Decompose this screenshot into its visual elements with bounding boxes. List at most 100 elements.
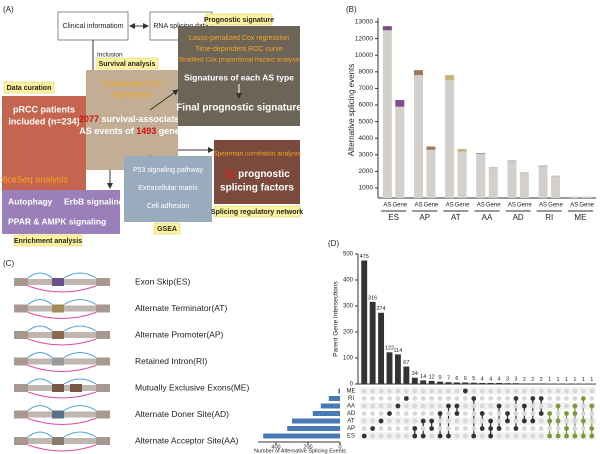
matrix-dot [378, 403, 384, 409]
matrix-dot [555, 433, 561, 439]
matrix-dot [530, 403, 536, 409]
matrix-dot [403, 418, 409, 424]
matrix-dot [589, 388, 595, 394]
set-bar [263, 433, 340, 439]
bar-value-label: 1 [582, 377, 585, 383]
tag-text: Prognostic signature [204, 17, 274, 24]
matrix-dot [420, 411, 426, 416]
matrix-dot [437, 426, 443, 431]
subgroup-label: AS [539, 203, 547, 209]
matrix-dot [479, 426, 485, 431]
box-text: AS events of 1493 genes [79, 126, 185, 136]
exon [14, 278, 28, 286]
bar-segment [507, 160, 517, 162]
tag-text: Splicing regulatory network [211, 209, 303, 216]
matrix-dot [572, 396, 578, 401]
bar-value-label: 12 [429, 374, 435, 380]
intersection-bar [529, 383, 536, 384]
bar-segment [413, 75, 423, 198]
set-bar [312, 411, 340, 416]
matrix-dot [370, 426, 376, 431]
matrix-dot [564, 418, 569, 424]
matrix-dot [361, 388, 367, 394]
matrix-dot [496, 388, 502, 394]
splice-arc [27, 431, 97, 438]
panel-label: (A) [3, 5, 14, 14]
matrix-dot [488, 418, 494, 424]
matrix-dot [513, 426, 519, 431]
y-tick-label: 300 [343, 304, 354, 310]
matrix-dot [564, 396, 569, 401]
matrix-dot [555, 411, 561, 416]
set-label: ME [347, 389, 356, 395]
subgroup-label: Gene [579, 203, 594, 209]
matrix-dot [530, 418, 536, 424]
bar-value-label: 67 [403, 360, 409, 366]
matrix-dot [580, 433, 586, 439]
splice-arc [27, 312, 97, 319]
matrix-dot [530, 396, 536, 401]
intersection-bar [521, 383, 528, 384]
bar-value-label: 122 [385, 346, 394, 352]
bar-segment [507, 161, 517, 198]
matrix-dot [589, 433, 595, 439]
bar-segment [551, 176, 561, 198]
matrix-dot [547, 411, 553, 416]
subgroup-label: Gene [548, 203, 563, 209]
set-bar [328, 396, 340, 401]
y-tick-label: 100 [343, 356, 354, 362]
count: 2077 [79, 114, 99, 124]
matrix-dot [420, 388, 426, 394]
box-text: Lasso-penalized Cox regression [189, 35, 289, 42]
y-tick-label: 8000 [359, 69, 374, 76]
matrix-dot [454, 411, 460, 416]
bar-value-label: 4 [481, 376, 484, 382]
box-text: 12 prognostic [224, 169, 290, 180]
matrix-dot [420, 418, 426, 424]
box [2, 96, 86, 192]
bar-segment [395, 100, 405, 107]
matrix-dot [555, 418, 561, 424]
matrix-dot [403, 433, 409, 439]
matrix-dot [454, 426, 460, 431]
matrix-dot [395, 433, 401, 439]
subgroup-label: Gene [486, 203, 501, 209]
subgroup-label: AS [570, 203, 578, 209]
matrix-dot [387, 411, 392, 416]
row-band [360, 387, 596, 395]
matrix-dot [361, 426, 367, 431]
exon [52, 331, 64, 339]
matrix-dot [378, 426, 384, 431]
intersection-bar [361, 260, 368, 384]
arrow [149, 89, 179, 111]
group-label: AT [451, 213, 461, 222]
bar-segment [582, 196, 592, 198]
matrix-dot [479, 388, 485, 394]
set-label: RI [348, 396, 354, 402]
as-type-label: Retained Intron(RI) [135, 356, 207, 366]
count: 1493 [136, 126, 156, 136]
matrix-dot [437, 433, 443, 439]
matrix-dot [395, 418, 401, 424]
bar-value-label: 7 [447, 376, 450, 382]
matrix-dot [412, 433, 418, 439]
matrix-dot [530, 426, 536, 431]
tag [213, 205, 301, 218]
matrix-dot [564, 403, 569, 409]
bar-value-label: 14 [420, 374, 426, 380]
matrix-dot [437, 411, 443, 416]
matrix-dot [437, 396, 443, 401]
matrix-dot [370, 433, 376, 439]
box-text: Final prognostic signature [176, 103, 302, 114]
bar-segment [488, 168, 498, 198]
bar-segment [488, 167, 498, 169]
bar-value-label: 9 [439, 375, 442, 381]
matrix-dot [505, 388, 510, 394]
bar-segment [445, 80, 455, 198]
matrix-dot [555, 388, 561, 394]
intersection-bar [437, 381, 444, 384]
matrix-dot [370, 396, 376, 401]
matrix-dot [488, 388, 494, 394]
y-tick-label: 200 [343, 330, 354, 336]
matrix-dot [403, 403, 409, 409]
